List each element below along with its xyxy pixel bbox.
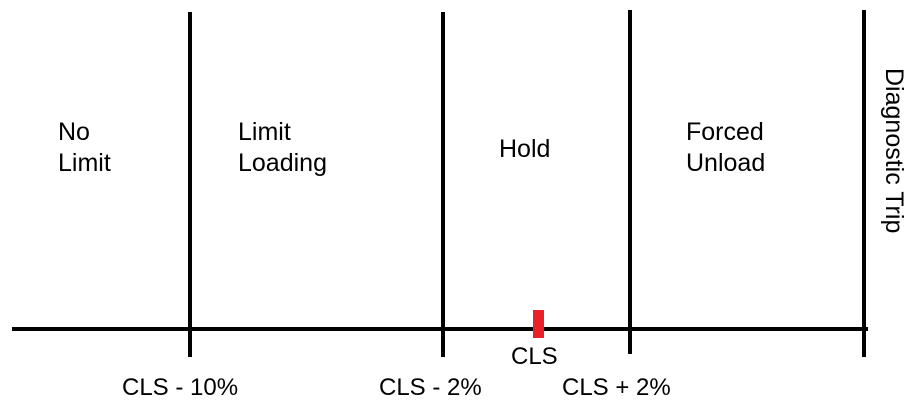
zone-limit-loading: Limit Loading [238,117,327,179]
threshold-cls-plus-2: CLS + 2% [562,374,671,401]
zone-diagnostic-trip: Diagnostic Trip [880,68,908,234]
cls-marker [533,310,544,338]
zone-no-limit-line2: Limit [58,149,111,177]
threshold-cls-minus-10: CLS - 10% [122,374,239,401]
zone-no-limit-line1: No [58,118,90,146]
zone-hold-line1: Hold [499,135,551,163]
zone-limit-loading-line2: Loading [238,149,327,177]
zone-forced-unload: Forced Unload [686,117,765,179]
zone-forced-unload-line1: Forced [686,118,764,146]
threshold-cls: CLS [511,343,558,370]
zone-limit-loading-line1: Limit [238,118,291,146]
threshold-cls-minus-2: CLS - 2% [379,374,482,401]
zone-no-limit: No Limit [58,117,111,179]
zone-forced-unload-line2: Unload [686,149,766,177]
zone-hold: Hold [499,134,550,165]
